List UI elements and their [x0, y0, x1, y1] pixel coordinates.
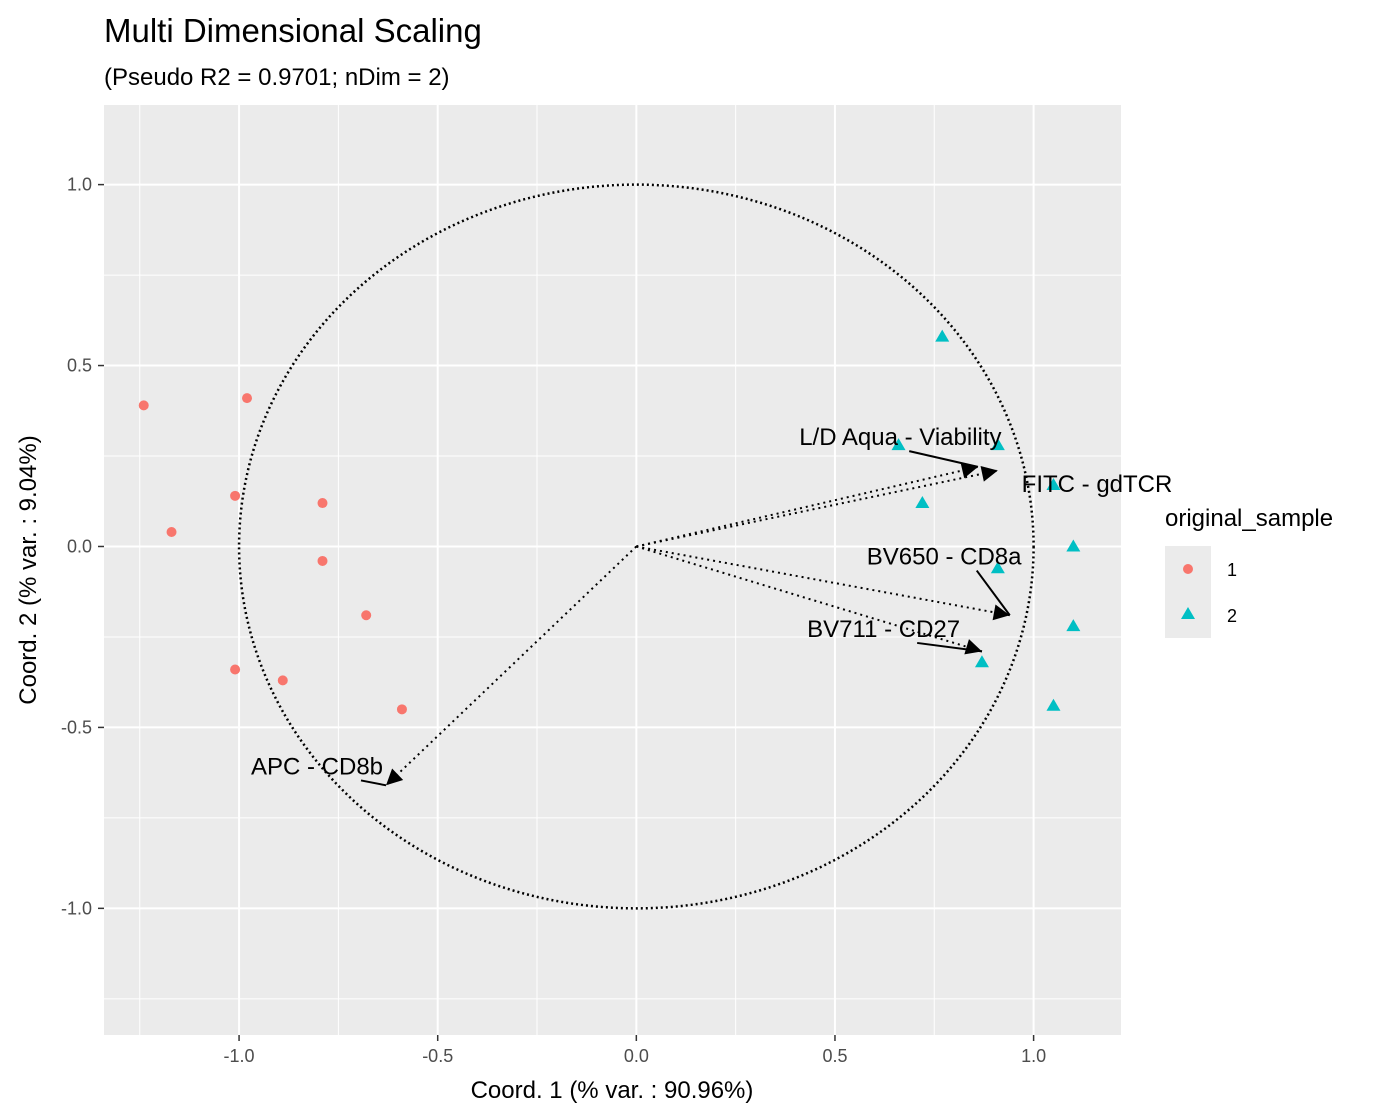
x-tick-label: 1.0	[1021, 1046, 1046, 1066]
y-tick-label: 0.0	[67, 536, 92, 556]
arrow-label: L/D Aqua - Viability	[799, 424, 1001, 451]
unit-circle	[237, 183, 1035, 910]
point-sample-2	[974, 655, 989, 668]
point-sample-2	[990, 561, 1005, 574]
point-layer	[138, 329, 1081, 715]
legend: original_sample 1 2	[1165, 505, 1333, 638]
y-tick-label: 0.5	[67, 356, 92, 376]
x-axis-title: Coord. 1 (% var. : 90.96%)	[471, 1077, 754, 1104]
point-sample-2	[1066, 619, 1081, 632]
arrow-shaft	[636, 469, 999, 548]
arrow-head	[980, 465, 998, 482]
point-sample-2	[1046, 698, 1061, 711]
arrow-label: BV650 - CD8a	[867, 544, 1022, 571]
point-sample-2	[935, 329, 950, 342]
y-tick-label: -0.5	[61, 717, 92, 737]
label-leader	[908, 450, 979, 468]
point-sample-1	[277, 675, 288, 686]
x-tick-label: -0.5	[422, 1046, 453, 1066]
x-tick-label: 0.5	[822, 1046, 847, 1066]
point-sample-1	[242, 393, 253, 404]
y-axis-ticks: -1.0 -0.5 0.0 0.5 1.0	[61, 175, 104, 918]
point-sample-1	[138, 400, 149, 411]
label-leader	[917, 641, 983, 653]
label-leader	[360, 779, 387, 787]
arrow-label: BV711 - CD27	[807, 616, 960, 643]
arrow-head	[992, 604, 1010, 621]
arrow-label-layer: L/D Aqua - Viability FITC - gdTCR BV650 - …	[251, 424, 1172, 780]
arrow-head	[386, 768, 404, 786]
legend-label-2: 2	[1227, 606, 1237, 626]
arrow-shaft	[636, 545, 983, 653]
y-axis-title: Coord. 2 (% var. : 9.04%)	[15, 435, 42, 704]
point-sample-2	[915, 496, 930, 509]
y-tick-label: -1.0	[61, 898, 92, 918]
point-sample-1	[361, 610, 372, 621]
arrow-shaft	[385, 545, 638, 787]
point-sample-1	[166, 527, 177, 538]
point-sample-2	[1046, 477, 1061, 490]
point-sample-2	[1066, 539, 1081, 552]
point-sample-1	[396, 704, 407, 715]
x-axis-ticks: -1.0 -0.5 0.0 0.5 1.0	[224, 1035, 1046, 1066]
arrow-label: FITC - gdTCR	[1022, 471, 1173, 498]
unit-circle-layer	[237, 183, 1035, 910]
legend-label-1: 1	[1227, 560, 1237, 580]
point-sample-1	[317, 555, 328, 566]
point-sample-1	[230, 664, 241, 675]
legend-key-2-marker	[1181, 607, 1195, 619]
chart-subtitle: (Pseudo R2 = 0.9701; nDim = 2)	[104, 64, 450, 91]
point-sample-1	[317, 498, 328, 509]
arrow-label: APC - CD8b	[251, 753, 383, 780]
y-tick-label: 1.0	[67, 175, 92, 195]
arrow-shaft	[636, 465, 979, 548]
label-leader	[975, 569, 1011, 616]
point-sample-2	[891, 438, 906, 451]
plot-panel	[104, 105, 1121, 1035]
point-sample-2	[990, 438, 1005, 451]
point-sample-1	[230, 490, 241, 501]
legend-title: original_sample	[1165, 505, 1333, 532]
legend-key-1-marker	[1183, 564, 1193, 574]
grid-major	[104, 105, 1121, 1035]
x-tick-label: 0.0	[624, 1046, 649, 1066]
x-tick-label: -1.0	[224, 1046, 255, 1066]
arrow-layer	[360, 450, 1011, 787]
chart-title: Multi Dimensional Scaling	[104, 12, 482, 49]
grid-minor	[104, 105, 1121, 1035]
